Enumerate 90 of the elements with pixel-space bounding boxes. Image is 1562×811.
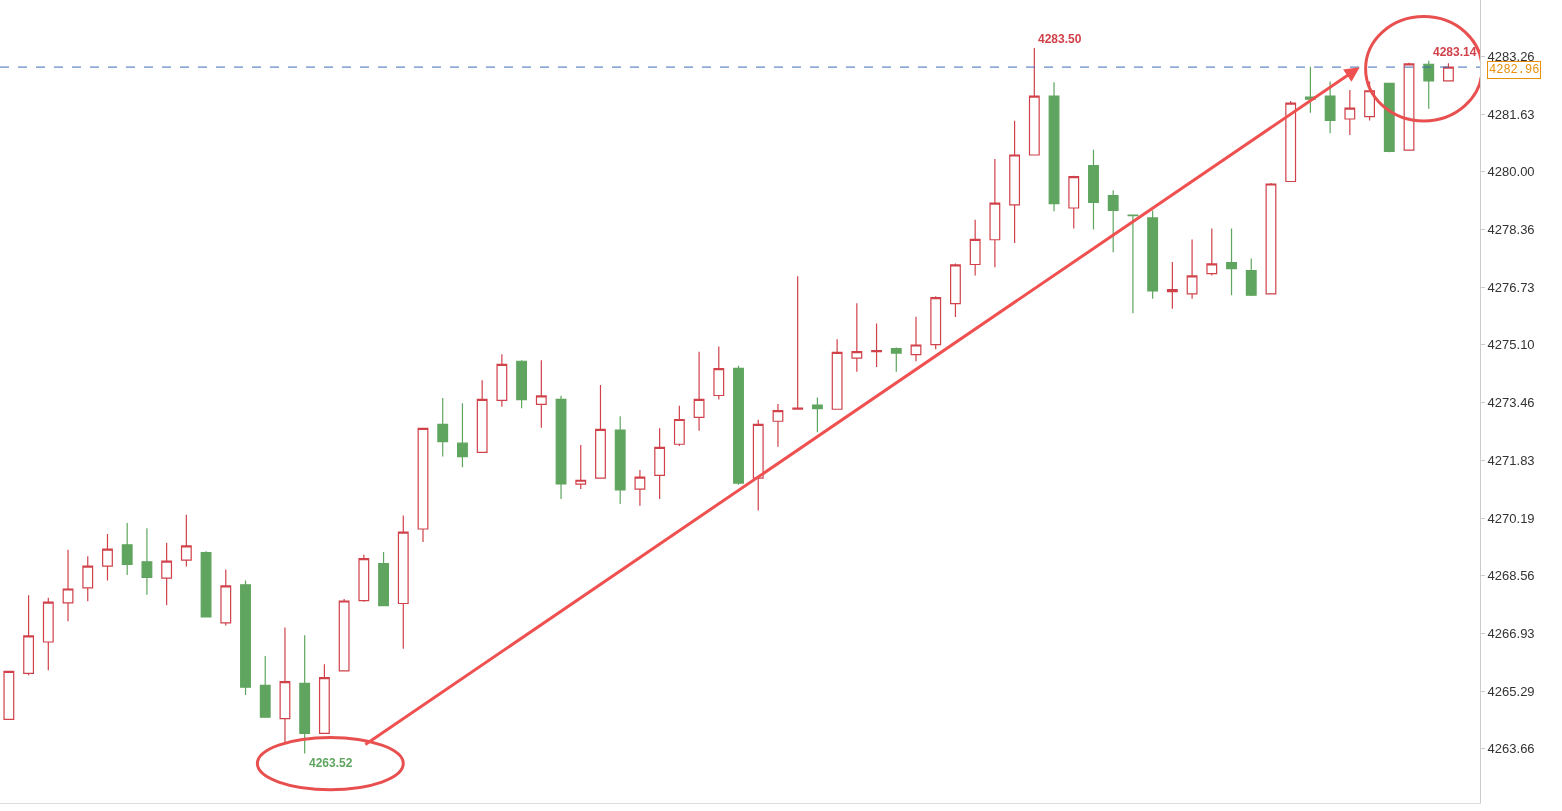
candlestick [378, 551, 389, 607]
y-tick-label: 4283.26 [1487, 49, 1535, 65]
candlestick [871, 322, 882, 368]
y-tick-label: 4275.10 [1487, 337, 1535, 353]
candlestick [673, 405, 685, 447]
candlestick [535, 359, 547, 429]
candlestick [3, 670, 15, 720]
candlestick [1107, 189, 1119, 253]
candlestick [595, 384, 606, 479]
candlestick [1304, 66, 1316, 114]
ref-line-label: 4282.96 [1489, 63, 1540, 77]
candlestick [614, 415, 626, 505]
candlestick [82, 555, 94, 602]
candlestick [1186, 238, 1198, 300]
candlestick [102, 533, 113, 582]
candlestick [121, 522, 133, 576]
candlestick [752, 419, 764, 512]
candlestick [358, 554, 370, 603]
candlestick [1226, 227, 1237, 296]
candlestick [417, 427, 429, 543]
candlestick [457, 402, 468, 468]
candlestick [693, 351, 705, 432]
candlestick [989, 158, 1001, 268]
candlestick [890, 346, 902, 373]
y-tick-label: 4266.93 [1487, 625, 1535, 641]
y-tick-label: 4276.73 [1487, 279, 1535, 295]
candlestick [1088, 149, 1099, 231]
candlestick [1068, 175, 1080, 230]
candlestick [713, 345, 725, 400]
candlestick [200, 550, 212, 618]
candlestick [1364, 80, 1375, 122]
candlestick [851, 302, 863, 373]
y-tick-label: 4280.00 [1487, 164, 1535, 180]
candlestick [62, 549, 74, 622]
candlestick [279, 626, 291, 744]
candlestick [969, 219, 981, 277]
candlestick [1443, 62, 1454, 82]
candlestick [42, 597, 54, 671]
y-tick-label: 4268.56 [1487, 568, 1535, 584]
annotation: 4263.52 [309, 756, 353, 770]
y-tick-label: 4273.46 [1487, 395, 1535, 411]
candlestick [1324, 80, 1336, 134]
candlestick [1048, 81, 1060, 212]
candlestick [1344, 89, 1356, 136]
candlestick [792, 275, 804, 410]
candlestick [1383, 82, 1395, 153]
candlestick [654, 427, 666, 500]
y-tick-label: 4281.63 [1487, 106, 1535, 122]
candlestick [1147, 209, 1159, 300]
y-tick-label: 4270.19 [1487, 510, 1535, 526]
candlestick [772, 403, 784, 448]
candlestick [575, 444, 587, 490]
candlestick [437, 397, 449, 458]
candlestick [1127, 214, 1139, 314]
candlestick [555, 395, 567, 500]
candlestick [1009, 120, 1021, 244]
candlestick [1265, 182, 1277, 295]
y-tick-label: 4278.36 [1487, 222, 1535, 238]
candlestick [259, 655, 271, 718]
candlestick [910, 316, 922, 362]
candlestick [1285, 100, 1297, 183]
candlestick [397, 514, 409, 650]
candlestick [733, 365, 744, 486]
candlestick [1028, 47, 1040, 156]
candlestick [161, 542, 173, 606]
annotation: 4283.14 [1433, 45, 1477, 59]
candlestick [299, 634, 311, 755]
candlestick [930, 295, 942, 350]
candlestick [811, 397, 823, 433]
candlestick [220, 568, 232, 626]
candlestick [1245, 257, 1257, 297]
candlestick [831, 338, 843, 410]
candlestick [338, 598, 350, 672]
candlestick [1166, 261, 1178, 310]
y-tick-label: 4271.83 [1487, 452, 1535, 468]
y-tick-label: 4263.66 [1487, 741, 1535, 757]
candlestick [496, 353, 508, 408]
candlestick [141, 527, 153, 596]
candlestick [318, 663, 330, 735]
y-tick-label: 4265.29 [1487, 683, 1535, 699]
candlestick [240, 579, 251, 696]
annotation: 4283.50 [1038, 32, 1082, 46]
candlestick [23, 594, 35, 676]
candlestick [950, 262, 961, 318]
candlestick [476, 379, 488, 453]
candlestick [1206, 227, 1218, 277]
candlestick [634, 469, 646, 507]
candlestick [516, 359, 528, 409]
candlestick [180, 514, 192, 568]
candlestick [1423, 60, 1435, 110]
